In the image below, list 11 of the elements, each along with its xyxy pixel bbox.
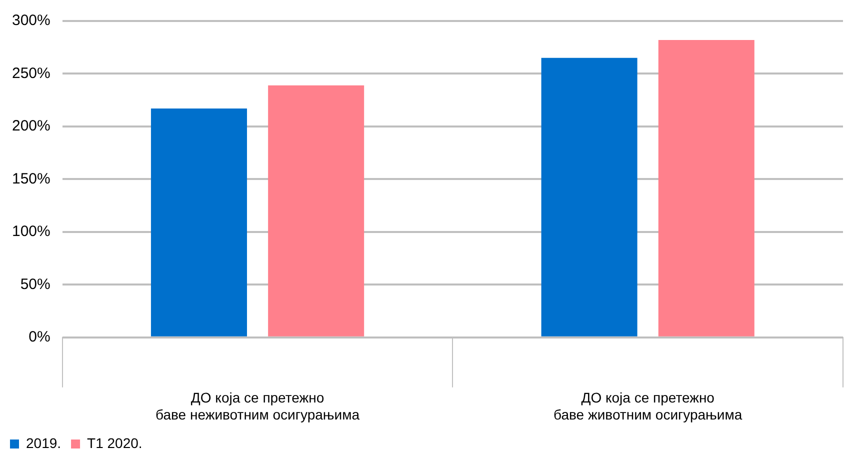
y-tick-label: 0% bbox=[28, 328, 50, 346]
x-tick-label: ДО која се претежно баве неживотним осигурањима bbox=[156, 390, 360, 422]
x-tick-label: ДО која се претежно баве животним осигурањима bbox=[554, 390, 742, 422]
y-tick-label: 100% bbox=[12, 223, 50, 240]
y-tick-label: 200% bbox=[12, 118, 50, 135]
y-tick-label: 150% bbox=[12, 170, 50, 188]
y-tick-label: 300% bbox=[12, 12, 50, 30]
legend-label: Т1 2020. bbox=[87, 434, 142, 451]
y-tick-label: 250% bbox=[12, 64, 50, 82]
y-tick-label: 50% bbox=[20, 276, 50, 293]
legend-label: 2019. bbox=[26, 434, 62, 451]
